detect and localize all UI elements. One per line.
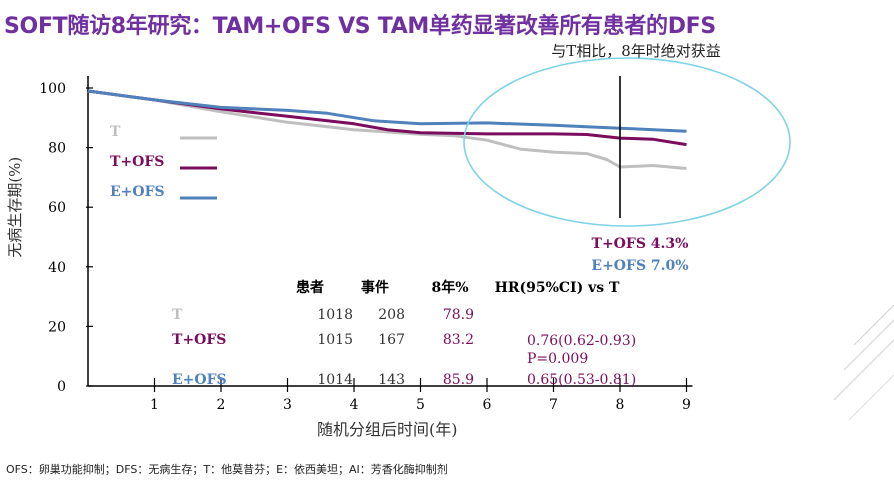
table-header: HR(95%CI) vs T (495, 280, 620, 296)
table-row-hr: 0.76(0.62-0.93) (527, 333, 636, 349)
y-tick-label: 100 (39, 81, 66, 97)
y-tick-label: 60 (48, 200, 66, 216)
table-row-arm: T+OFS (172, 332, 226, 348)
x-tick-label: 5 (416, 397, 425, 413)
table-row-events: 167 (378, 332, 405, 348)
x-tick-label: 4 (350, 397, 359, 413)
y-axis-label: 无病生存期(%) (6, 157, 24, 258)
x-tick-label: 1 (150, 397, 159, 413)
x-tick-label: 7 (549, 397, 558, 413)
y-tick-label: 40 (48, 260, 66, 276)
x-tick-label: 9 (682, 397, 691, 413)
x-axis-label: 随机分组后时间(年) (317, 420, 458, 439)
curve-t (87, 89, 687, 170)
x-tick-label: 6 (483, 397, 492, 413)
page-title: SOFT随访8年研究：TAM+OFS VS TAM单药显著改善所有患者的DFS (4, 14, 716, 39)
x-tick-label: 3 (283, 397, 292, 413)
y-tick-label: 0 (57, 379, 66, 395)
table-row-patients: 1015 (317, 332, 353, 348)
table-row-pct: 83.2 (443, 332, 474, 348)
x-tick-label: 8 (616, 397, 625, 413)
legend-label: E+OFS (110, 184, 165, 200)
benefit-label: E+OFS 7.0% (591, 258, 688, 274)
table-row-events: 143 (378, 372, 405, 388)
table-row-events: 208 (378, 307, 405, 323)
table-row-arm: E+OFS (172, 372, 227, 388)
footnote: OFS：卵巢功能抑制；DFS：无病生存；T：他莫昔芬；E：依西美坦；AI：芳香化… (6, 463, 448, 476)
table-row-arm: T (172, 307, 183, 323)
curve-t-ofs (87, 89, 687, 147)
table-row-patients: 1018 (317, 307, 353, 323)
legend-label: T (110, 124, 121, 140)
table-header: 8年% (431, 279, 468, 296)
y-tick-label: 80 (48, 141, 66, 157)
x-tick-label: 2 (217, 397, 226, 413)
corner-decoration (834, 304, 894, 421)
highlight-ellipse (463, 57, 791, 227)
table-header: 事件 (361, 279, 389, 296)
benefit-label: T+OFS 4.3% (592, 236, 689, 252)
curve-e-ofs (87, 89, 687, 133)
table-row-hr: 0.65(0.53-0.81) (527, 372, 636, 388)
legend-label: T+OFS (110, 154, 164, 170)
benefit-annotation: 与T相比，8年时绝对获益 (551, 42, 721, 60)
table-header: 患者 (296, 279, 324, 296)
table-row-pct: 85.9 (443, 372, 474, 388)
y-tick-label: 20 (48, 319, 66, 335)
table-row-pct: 78.9 (443, 307, 474, 323)
table-row-p: P=0.009 (527, 351, 588, 367)
table-row-patients: 1014 (317, 372, 353, 388)
